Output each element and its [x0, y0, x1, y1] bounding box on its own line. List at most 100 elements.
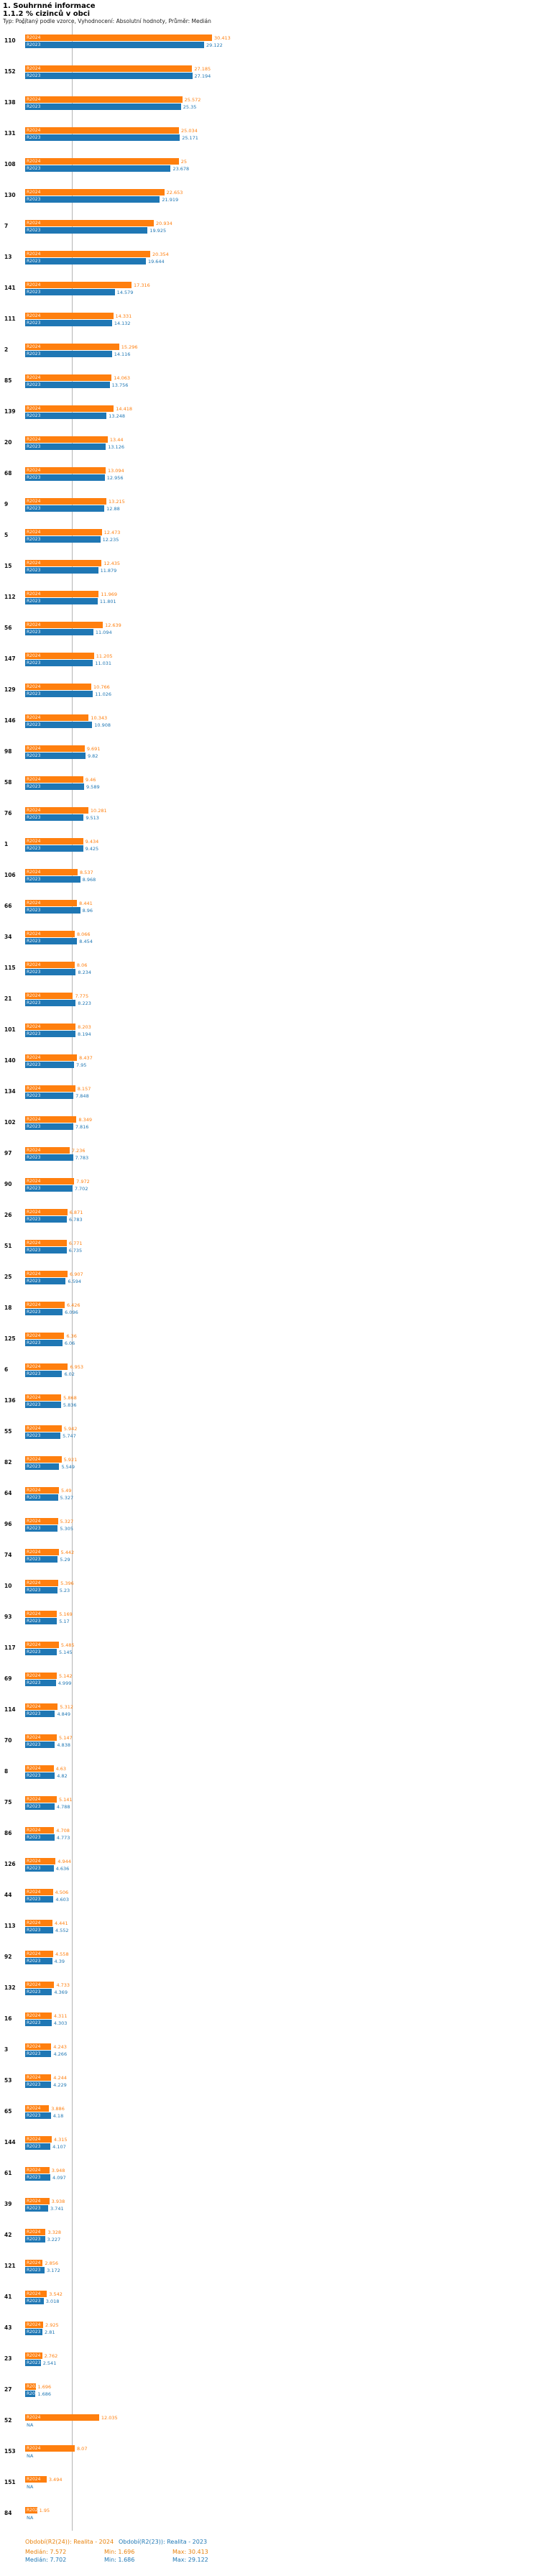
bar-r2024[interactable]: R2024 — [25, 560, 102, 566]
bar-r2024[interactable]: R2024 — [25, 65, 193, 72]
bar-r2024[interactable]: R2024 — [25, 1765, 54, 1772]
bar-r2023[interactable]: R2023 — [25, 1556, 58, 1563]
bar-r2024[interactable]: R2024 — [25, 498, 106, 505]
bar-r2023[interactable]: R2023 — [25, 196, 160, 203]
bar-r2024[interactable]: R2024 — [25, 1889, 53, 1895]
bar-r2023[interactable]: R2023 — [25, 1463, 60, 1470]
bar-r2024[interactable]: R2024 — [25, 622, 103, 628]
bar-r2024[interactable]: R2024 — [25, 436, 108, 443]
bar-r2023[interactable]: R2023 — [25, 1092, 74, 1099]
bar-r2023[interactable]: R2023 — [25, 1371, 63, 1377]
bar-r2024[interactable]: R2024 — [25, 1302, 65, 1308]
bar-r2024[interactable]: R2024 — [25, 1178, 75, 1184]
bar-r2023[interactable]: R2023 — [25, 1958, 52, 1964]
bar-r2024[interactable]: R2024 — [25, 189, 165, 196]
bar-r2024[interactable]: R2024 — [25, 158, 179, 165]
bar-r2023[interactable]: R2023 — [25, 1680, 56, 1686]
bar-r2024[interactable]: R2024 — [25, 2012, 52, 2019]
bar-r2023[interactable]: R2023 — [25, 134, 180, 141]
bar-r2024[interactable]: R2024 — [25, 1549, 59, 1555]
bar-r2024[interactable]: R2024 — [25, 1642, 59, 1648]
bar-r2023[interactable]: R2023 — [25, 876, 80, 883]
bar-r2023[interactable]: R2023 — [25, 1618, 57, 1624]
bar-r2023[interactable]: R2023 — [25, 1247, 67, 1254]
bar-r2023[interactable]: R2023 — [25, 753, 86, 759]
bar-r2024[interactable]: R2024 — [25, 2043, 52, 2050]
bar-r2024[interactable]: R2024 — [25, 2476, 47, 2483]
bar-r2024[interactable]: R2024 — [25, 1827, 55, 1834]
bar-r2023[interactable]: R2023 — [25, 2112, 51, 2119]
bar-r2024[interactable]: R2024 — [25, 807, 88, 814]
bar-r2023[interactable]: R2023 — [25, 814, 84, 821]
bar-r2024[interactable]: R2024 — [25, 1425, 62, 1432]
bar-r2024[interactable]: R2024 — [25, 374, 112, 381]
bar-r2023[interactable]: R2023 — [25, 1123, 73, 1130]
bar-r2023[interactable]: R2023 — [25, 1494, 58, 1501]
bar-r2023[interactable]: R2023 — [25, 907, 80, 914]
bar-r2023[interactable]: R2023 — [25, 2082, 52, 2088]
bar-r2024[interactable]: R2024 — [25, 2414, 99, 2421]
bar-r2023[interactable]: R2023 — [25, 2236, 45, 2242]
bar-r2023[interactable]: R2023 — [25, 969, 76, 975]
bar-r2023[interactable]: R2023 — [25, 165, 171, 172]
bar-r2023[interactable]: R2023 — [25, 505, 105, 512]
bar-r2024[interactable]: R2024 — [25, 2322, 43, 2328]
bar-r2023[interactable]: R2023 — [25, 1896, 54, 1903]
bar-r2023[interactable]: R2023 — [25, 1278, 66, 1284]
bar-r2023[interactable]: R2023 — [25, 104, 181, 110]
bar-r2023[interactable]: R2023 — [25, 1432, 61, 1439]
bar-r2024[interactable]: R2024 — [25, 2507, 37, 2513]
bar-r2024[interactable]: R2024 — [25, 1240, 67, 1246]
bar-r2024[interactable]: R2024 — [25, 1611, 57, 1617]
bar-r2023[interactable]: R2023 — [25, 320, 112, 326]
bar-r2024[interactable]: R2024 — [25, 1858, 56, 1864]
bar-r2024[interactable]: R2024 — [25, 1487, 59, 1494]
bar-r2024[interactable]: R2024 — [25, 591, 99, 597]
bar-r2023[interactable]: R2023 — [25, 567, 98, 574]
bar-r2023[interactable]: R2023 — [25, 258, 146, 264]
bar-r2023[interactable]: R2023 — [25, 351, 112, 357]
bar-r2024[interactable]: R2024 — [25, 313, 114, 319]
bar-r2023[interactable]: R2023 — [25, 1340, 63, 1346]
bar-r2024[interactable]: R2024 — [25, 2445, 75, 2452]
bar-r2024[interactable]: R2024 — [25, 653, 94, 659]
bar-r2023[interactable]: R2023 — [25, 1525, 58, 1532]
bar-r2024[interactable]: R2024 — [25, 2105, 50, 2112]
bar-r2024[interactable]: R2024 — [25, 962, 75, 968]
bar-r2024[interactable]: R2024 — [25, 1209, 68, 1215]
bar-r2023[interactable]: R2023 — [25, 2360, 41, 2366]
bar-r2023[interactable]: R2023 — [25, 1216, 67, 1223]
bar-r2024[interactable]: R2024 — [25, 2229, 46, 2235]
bar-r2024[interactable]: R2024 — [25, 1951, 53, 1957]
bar-r2023[interactable]: R2023 — [25, 1927, 53, 1933]
bar-r2024[interactable]: R2024 — [25, 2198, 50, 2204]
bar-r2023[interactable]: R2023 — [25, 2143, 51, 2150]
bar-r2024[interactable]: R2024 — [25, 1363, 68, 1370]
bar-r2024[interactable]: R2024 — [25, 2352, 42, 2359]
bar-r2024[interactable]: R2024 — [25, 1703, 58, 1710]
bar-r2024[interactable]: R2024 — [25, 869, 78, 875]
bar-r2024[interactable]: R2024 — [25, 1734, 57, 1741]
bar-r2024[interactable]: R2024 — [25, 1271, 68, 1277]
bar-r2024[interactable]: R2024 — [25, 1796, 57, 1803]
bar-r2024[interactable]: R2024 — [25, 2383, 36, 2390]
bar-r2024[interactable]: R2024 — [25, 405, 114, 412]
bar-r2023[interactable]: R2023 — [25, 1185, 73, 1192]
bar-r2024[interactable]: R2024 — [25, 96, 183, 103]
bar-r2023[interactable]: R2023 — [25, 1772, 55, 1779]
bar-r2024[interactable]: R2024 — [25, 900, 78, 906]
bar-r2023[interactable]: R2023 — [25, 1154, 73, 1161]
bar-r2024[interactable]: R2024 — [25, 1673, 57, 1679]
bar-r2024[interactable]: R2024 — [25, 931, 75, 937]
bar-r2023[interactable]: R2023 — [25, 443, 106, 450]
bar-r2023[interactable]: R2023 — [25, 722, 93, 728]
bar-r2023[interactable]: R2023 — [25, 42, 204, 48]
bar-r2024[interactable]: R2024 — [25, 127, 180, 134]
bar-r2023[interactable]: R2023 — [25, 413, 107, 419]
bar-r2023[interactable]: R2023 — [25, 598, 98, 604]
bar-r2024[interactable]: R2024 — [25, 1394, 62, 1401]
bar-r2023[interactable]: R2023 — [25, 2205, 48, 2212]
bar-r2023[interactable]: R2023 — [25, 1062, 74, 1068]
bar-r2024[interactable]: R2024 — [25, 1147, 70, 1154]
bar-r2024[interactable]: R2024 — [25, 34, 213, 41]
